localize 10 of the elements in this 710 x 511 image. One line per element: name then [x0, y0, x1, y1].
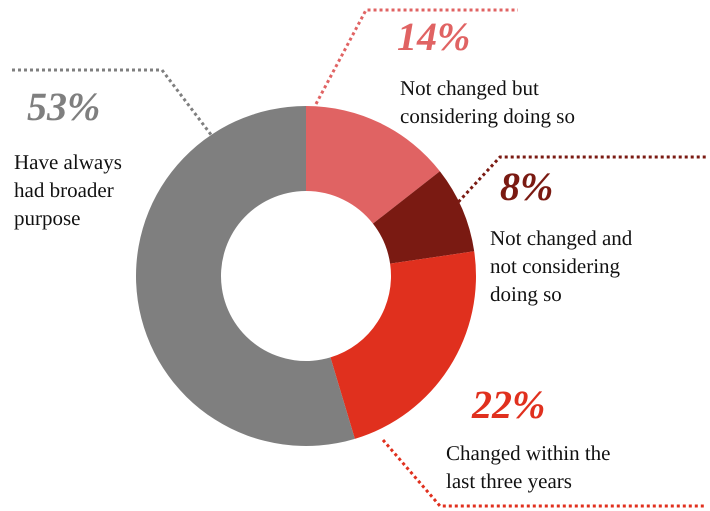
slice-label: Have always had broader purpose — [14, 150, 122, 230]
data-label: 14% — [397, 14, 470, 59]
slice-label: Not changed but considering doing so — [400, 76, 575, 128]
donut-slice — [136, 106, 355, 446]
data-label: 53% — [27, 84, 100, 129]
donut-slice — [372, 171, 474, 264]
data-label: 8% — [500, 164, 554, 209]
data-label: 22% — [471, 382, 546, 427]
slice-label: Not changed and not considering doing so — [490, 226, 633, 306]
slice-label: Changed within the last three years — [446, 441, 610, 493]
